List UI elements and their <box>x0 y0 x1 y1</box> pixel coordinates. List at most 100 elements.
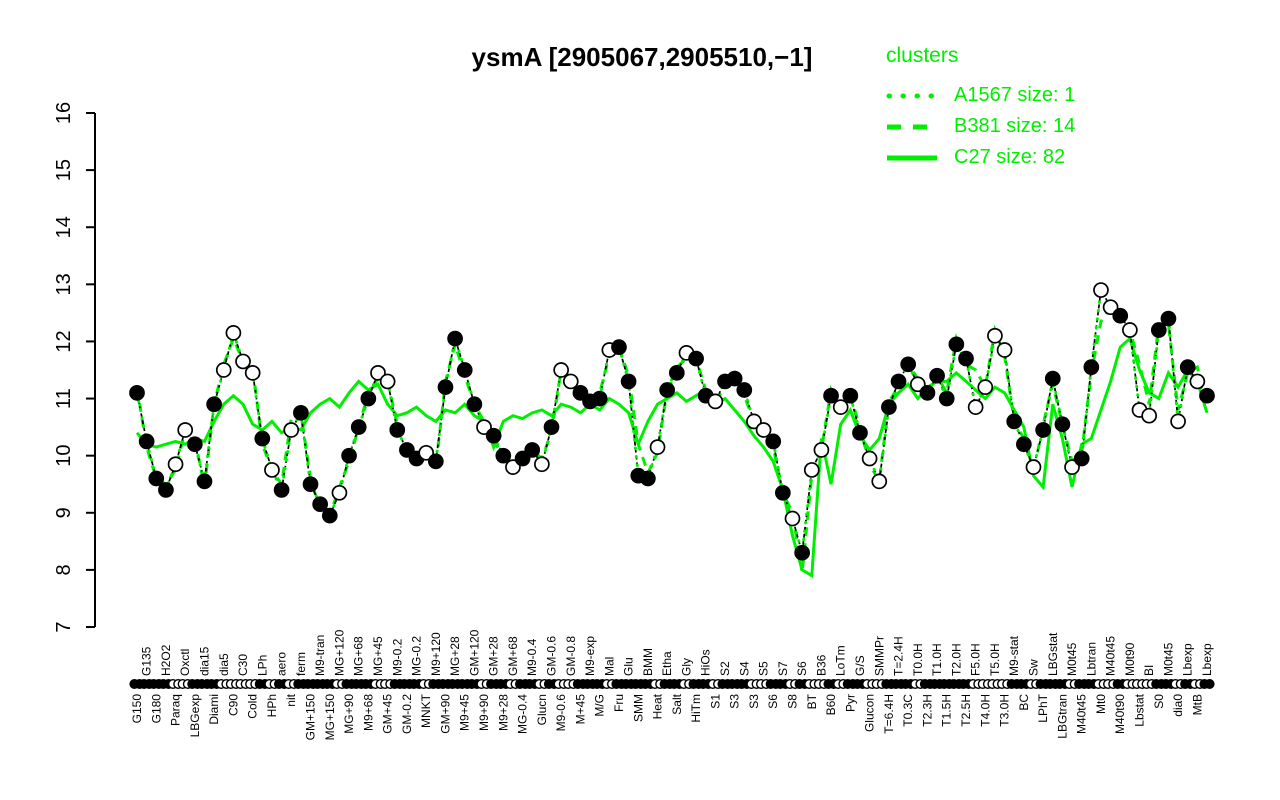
data-point <box>466 396 483 413</box>
data-point <box>553 362 569 378</box>
x-axis-label: M0t90 <box>1123 642 1137 676</box>
x-axis-label: M9-0.4 <box>525 638 539 676</box>
x-axis-label: SMMPr <box>872 636 886 676</box>
data-point <box>370 365 386 381</box>
x-axis-label: MNKT <box>419 693 433 728</box>
x-axis-label: GM-0.6 <box>545 636 559 676</box>
legend-label-a1567: A1567 size: 1 <box>954 84 1076 106</box>
data-point <box>1006 413 1023 430</box>
x-axis-label: Gly <box>679 658 693 676</box>
data-point <box>244 365 261 381</box>
dashed-line-icon <box>887 124 937 129</box>
chart-title: ysmA [2905067,2905510,−1] <box>471 42 813 72</box>
data-point <box>967 399 984 415</box>
data-point <box>283 422 300 438</box>
y-tick-label: 7 <box>53 621 75 632</box>
x-axis-label: S6 <box>766 694 780 709</box>
x-axis-label: GM+90 <box>438 694 452 734</box>
data-point <box>129 384 145 401</box>
x-axis-label: Mal <box>602 657 616 676</box>
data-point <box>852 424 868 441</box>
data-point <box>379 373 396 390</box>
data-point <box>254 430 271 447</box>
x-axis-label: GM+68 <box>506 636 520 676</box>
x-axis-label: M9-stat <box>1007 635 1021 676</box>
data-point <box>215 362 232 378</box>
x-axis-label: M9+45 <box>458 694 472 731</box>
data-point <box>505 459 521 475</box>
x-axis-label: GM+150 <box>304 694 318 741</box>
x-axis-label: S3 <box>747 694 761 709</box>
x-axis-label: T1.5H <box>940 694 954 727</box>
x-axis-label: LoTm <box>834 645 848 676</box>
x-axis-label: LBGtran <box>1055 694 1069 739</box>
y-tick-label: 16 <box>53 102 75 124</box>
x-axis-label: dia0 <box>1171 694 1185 717</box>
x-axis-label: S8 <box>785 694 799 709</box>
x-axis-label: GM-0.8 <box>564 636 578 676</box>
x-axis-label: dia5 <box>217 653 231 676</box>
data-point <box>958 350 974 367</box>
solid-line-icon <box>887 155 937 160</box>
x-axis-label: GM+28 <box>487 636 501 676</box>
data-point <box>1112 307 1129 324</box>
x-axis-label: M/G <box>593 694 607 717</box>
x-axis-label: Diami <box>207 694 221 725</box>
x-axis-label: Glucn <box>535 694 549 725</box>
data-point <box>900 356 917 373</box>
data-point <box>225 325 242 341</box>
data-point <box>813 442 830 458</box>
data-point <box>890 373 907 390</box>
x-axis-label: T2.5H <box>959 694 973 727</box>
x-axis-label: dia15 <box>197 646 211 676</box>
y-tick-label: 11 <box>53 388 75 409</box>
x-axis-label: C30 <box>236 654 250 676</box>
x-axis-label: M9-0.6 <box>554 694 568 732</box>
legend-title: clusters <box>886 44 959 67</box>
x-axis-label: S1 <box>708 694 722 709</box>
x-axis-label: MG+68 <box>352 636 366 676</box>
data-point <box>1044 370 1061 387</box>
data-point <box>524 442 541 458</box>
x-axis-label: MG+45 <box>371 636 385 676</box>
data-point <box>1199 387 1215 404</box>
x-axis-label: aero <box>275 652 289 676</box>
x-axis-label: Lbtran <box>1084 642 1098 676</box>
x-axis-label: G/S <box>853 655 867 676</box>
x-axis-label: H2O2 <box>159 644 173 676</box>
data-point <box>264 462 280 478</box>
x-axis-label: G135 <box>140 646 154 676</box>
x-axis-label: MtB <box>1190 694 1204 715</box>
data-point <box>1073 450 1090 467</box>
x-axis-label: T5.0H <box>988 643 1002 676</box>
data-point <box>1179 359 1196 375</box>
data-point <box>1054 416 1071 433</box>
x-axis-label: LBGstat <box>1046 632 1060 676</box>
data-point <box>803 462 820 478</box>
data-point <box>832 399 849 415</box>
x-axis-label: M9-tran <box>313 635 327 676</box>
data-point <box>688 350 704 367</box>
data-point <box>543 419 560 435</box>
data-point <box>1025 459 1042 475</box>
data-point <box>514 450 531 467</box>
data-point <box>649 439 666 455</box>
x-axis-label: MG+28 <box>448 636 462 676</box>
data-point <box>871 473 888 490</box>
x-axis-label: Salt <box>670 693 684 714</box>
data-point <box>765 433 782 450</box>
gene-profile-line <box>136 287 1208 553</box>
x-axis-label: S6 <box>795 661 809 676</box>
data-point <box>476 419 492 435</box>
data-point <box>1160 310 1177 327</box>
data-point <box>235 353 251 370</box>
x-axis-label: Pyr <box>843 694 857 712</box>
data-point <box>1141 407 1158 424</box>
data-point <box>1083 359 1100 375</box>
x-axis-label: C90 <box>226 694 240 716</box>
x-axis-label: T=6.4H <box>882 694 896 734</box>
data-point <box>177 422 194 438</box>
y-tick-label: 15 <box>53 159 75 181</box>
